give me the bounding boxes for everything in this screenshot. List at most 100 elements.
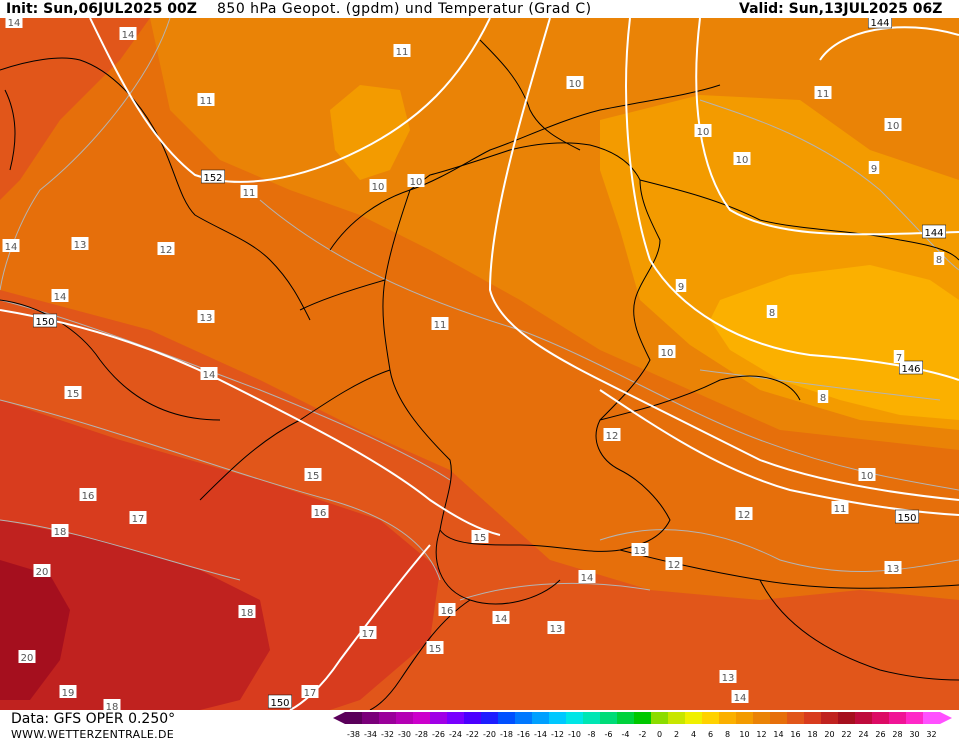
scale-label: -12 bbox=[551, 730, 564, 739]
scale-swatch bbox=[549, 712, 566, 724]
website: WWW.WETTERZENTRALE.DE bbox=[11, 728, 174, 741]
scale-swatch bbox=[906, 712, 923, 724]
scale-label: -38 bbox=[347, 730, 360, 739]
scale-label: -2 bbox=[639, 730, 647, 739]
scale-swatch bbox=[923, 712, 940, 724]
temperature-label: 12 bbox=[157, 242, 175, 256]
temperature-isotherms bbox=[0, 18, 959, 601]
scale-swatch bbox=[685, 712, 702, 724]
geopotential-label: 152 bbox=[201, 169, 225, 184]
svg-text:152: 152 bbox=[203, 173, 222, 184]
svg-text:8: 8 bbox=[820, 393, 826, 404]
svg-text:14: 14 bbox=[8, 18, 21, 29]
temperature-label: 15 bbox=[426, 641, 444, 655]
scale-label: 10 bbox=[739, 730, 749, 739]
svg-text:10: 10 bbox=[569, 79, 582, 90]
scale-label: 28 bbox=[892, 730, 902, 739]
scale-swatch bbox=[481, 712, 498, 724]
svg-text:11: 11 bbox=[834, 504, 847, 515]
scale-label: 4 bbox=[691, 730, 696, 739]
temperature-label: 13 bbox=[719, 670, 737, 684]
geopotential-line-146 bbox=[625, 18, 959, 381]
scale-arrow-left bbox=[333, 712, 345, 724]
scale-swatch bbox=[736, 712, 753, 724]
svg-text:10: 10 bbox=[372, 182, 385, 193]
geopotential-label: 146 bbox=[899, 360, 923, 375]
svg-text:17: 17 bbox=[132, 514, 145, 525]
svg-text:10: 10 bbox=[887, 121, 900, 132]
scale-label: -28 bbox=[415, 730, 428, 739]
scale-swatch bbox=[651, 712, 668, 724]
temperature-label: 15 bbox=[471, 530, 489, 544]
scale-label: 8 bbox=[725, 730, 730, 739]
border-austria bbox=[619, 549, 959, 589]
svg-text:11: 11 bbox=[243, 188, 256, 199]
scale-label: -14 bbox=[534, 730, 547, 739]
svg-text:10: 10 bbox=[697, 127, 710, 138]
scale-label: -30 bbox=[398, 730, 411, 739]
scale-label: 0 bbox=[657, 730, 662, 739]
temperature-label: 12 bbox=[603, 428, 621, 442]
temperature-label: 9 bbox=[675, 279, 687, 293]
coastline bbox=[0, 299, 221, 421]
scale-label: 16 bbox=[790, 730, 800, 739]
border-switzerland bbox=[435, 529, 561, 605]
temperature-label: 20 bbox=[18, 650, 36, 664]
scale-label: 30 bbox=[909, 730, 919, 739]
map-title: 850 hPa Geopot. (gpdm) und Temperatur (G… bbox=[217, 1, 592, 17]
scale-swatch bbox=[770, 712, 787, 724]
coastline bbox=[4, 89, 16, 171]
temperature-label: 11 bbox=[240, 185, 258, 199]
svg-text:10: 10 bbox=[861, 471, 874, 482]
temperature-label: 19 bbox=[59, 685, 77, 699]
scale-label: 6 bbox=[708, 730, 713, 739]
svg-text:18: 18 bbox=[54, 527, 67, 538]
geopotential-label: 150 bbox=[895, 509, 919, 524]
temperature-label: 18 bbox=[103, 699, 121, 710]
svg-text:150: 150 bbox=[35, 317, 54, 328]
temperature-label: 16 bbox=[311, 505, 329, 519]
svg-text:14: 14 bbox=[495, 614, 508, 625]
svg-text:16: 16 bbox=[82, 491, 95, 502]
isotherm bbox=[599, 529, 959, 573]
svg-text:11: 11 bbox=[396, 47, 409, 58]
svg-text:20: 20 bbox=[21, 653, 34, 664]
svg-text:14: 14 bbox=[203, 370, 216, 381]
temperature-label: 13 bbox=[71, 237, 89, 251]
svg-text:13: 13 bbox=[550, 624, 563, 635]
svg-text:12: 12 bbox=[668, 560, 681, 571]
scale-label: -34 bbox=[364, 730, 377, 739]
isotherm bbox=[0, 399, 441, 581]
border-germany bbox=[382, 142, 671, 552]
isotherm bbox=[0, 299, 451, 481]
border-hungary bbox=[759, 579, 959, 681]
scale-label: 26 bbox=[875, 730, 885, 739]
temperature-label: 17 bbox=[359, 626, 377, 640]
temperature-label: 11 bbox=[393, 44, 411, 58]
temperature-label: 13 bbox=[631, 543, 649, 557]
svg-text:19: 19 bbox=[62, 688, 75, 699]
svg-text:20: 20 bbox=[36, 567, 49, 578]
valid-time: Valid: Sun,13JUL2025 06Z bbox=[739, 1, 943, 17]
scale-swatch bbox=[566, 712, 583, 724]
border-belgium bbox=[299, 279, 386, 311]
scale-swatch bbox=[345, 712, 362, 724]
geopotential-label: 144 bbox=[922, 224, 946, 239]
svg-text:13: 13 bbox=[887, 564, 900, 575]
scale-label: 20 bbox=[824, 730, 834, 739]
scale-swatch bbox=[838, 712, 855, 724]
svg-text:15: 15 bbox=[429, 644, 442, 655]
svg-text:17: 17 bbox=[362, 629, 375, 640]
isotherm bbox=[699, 99, 959, 271]
temperature-label: 8 bbox=[817, 390, 829, 404]
temperature-label: 16 bbox=[79, 488, 97, 502]
temperature-label: 11 bbox=[831, 501, 849, 515]
coastline bbox=[329, 84, 721, 251]
scale-swatch bbox=[498, 712, 515, 724]
scale-label: -22 bbox=[466, 730, 479, 739]
svg-text:150: 150 bbox=[270, 698, 289, 709]
temperature-label: 20 bbox=[33, 564, 51, 578]
svg-text:12: 12 bbox=[160, 245, 173, 256]
svg-text:144: 144 bbox=[870, 18, 889, 29]
scale-swatch bbox=[447, 712, 464, 724]
